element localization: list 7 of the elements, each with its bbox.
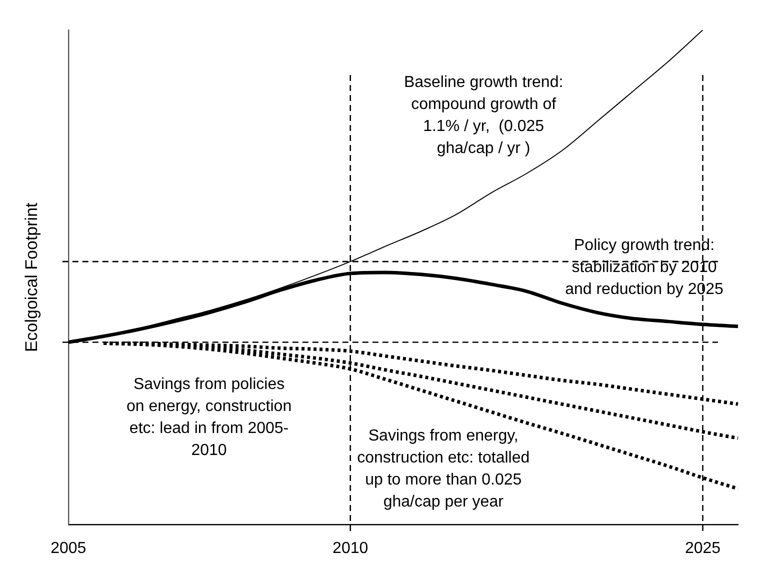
- annotation: Baseline growth trend: compound growth of 1.1% / yr, (0.025 gha/cap / yr ): [404, 74, 564, 157]
- x-tick-label: 2025: [684, 540, 721, 557]
- annotation: Savings from energy, construction etc: totalled up to more than 0.025 gha/cap per year: [357, 428, 530, 511]
- y-axis-title: Ecolgoical Footprint: [22, 202, 41, 352]
- x-tick-label: 2010: [332, 540, 368, 557]
- annotation: Savings from policies on energy, construction etc: lead in from 2005- 2010: [126, 376, 292, 459]
- x-tick-label: 2005: [50, 540, 86, 557]
